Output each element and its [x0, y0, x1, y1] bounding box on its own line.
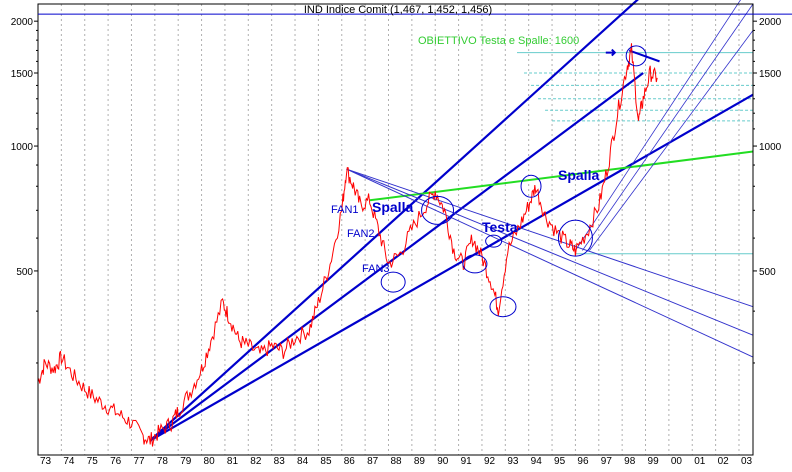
trendline — [346, 168, 754, 308]
x-tick-label: 03 — [741, 456, 753, 467]
shoulder-left-label: Spalla — [372, 199, 413, 215]
x-tick-label: 73 — [40, 456, 52, 467]
fan3-label: FAN3 — [362, 263, 390, 275]
pattern-ellipse — [380, 271, 406, 293]
x-tick-label: 87 — [367, 456, 379, 467]
thin-fan-line — [582, 3, 754, 251]
trendline — [346, 168, 754, 358]
pattern-ellipse — [485, 234, 503, 248]
x-tick-label: 02 — [718, 456, 730, 467]
fan1-label: FAN1 — [331, 204, 359, 216]
x-tick-label: 90 — [437, 456, 449, 467]
y-tick-label-right: 500 — [759, 267, 776, 278]
y-tick-label-left: 1500 — [11, 69, 34, 80]
x-tick-label: 99 — [648, 456, 660, 467]
pattern-ellipse — [489, 296, 517, 318]
shoulder-right-label: Spalla — [558, 167, 599, 183]
pattern-ellipse — [625, 45, 647, 67]
x-tick-label: 91 — [461, 456, 473, 467]
x-tick-label: 76 — [110, 456, 122, 467]
fan2-label: FAN2 — [347, 228, 375, 240]
y-tick-label-left: 2000 — [11, 17, 34, 28]
trendline — [149, 72, 644, 442]
y-tick-label-left: 500 — [16, 267, 33, 278]
grid-layer — [37, 4, 740, 455]
pattern-ellipse — [520, 174, 542, 198]
price-layer — [37, 43, 658, 447]
price-series-line — [37, 43, 658, 447]
x-tick-label: 82 — [250, 456, 262, 467]
chart-title: IND Indice Comit (1,467, 1,452, 1,456) — [304, 4, 492, 16]
plot-frame — [37, 3, 754, 456]
x-tick-label: 84 — [297, 456, 309, 467]
x-tick-label: 85 — [320, 456, 332, 467]
x-tick-label: 80 — [204, 456, 216, 467]
pattern-ellipse — [462, 254, 488, 274]
x-tick-label: 92 — [484, 456, 496, 467]
thin-fan-line — [589, 30, 754, 251]
x-tick-label: 00 — [671, 456, 683, 467]
x-tick-label: 94 — [531, 456, 543, 467]
trend-layer — [149, 0, 754, 442]
x-tick-label: 98 — [624, 456, 636, 467]
x-tick-label: 01 — [694, 456, 706, 467]
x-tick-label: 74 — [63, 456, 75, 467]
objective-arrow — [605, 48, 617, 57]
y-tick-label-right: 1000 — [759, 142, 782, 153]
trendline — [369, 150, 754, 202]
x-tick-label: 88 — [390, 456, 402, 467]
x-tick-label: 78 — [157, 456, 169, 467]
x-tick-label: 79 — [180, 456, 192, 467]
x-tick-label: 83 — [274, 456, 286, 467]
head-label: Testa — [482, 219, 518, 235]
thin-fan-line — [575, 0, 741, 251]
trendline — [346, 168, 754, 336]
x-tick-label: 77 — [133, 456, 145, 467]
y-tick-label-left: 1000 — [11, 142, 34, 153]
x-tick-label: 86 — [344, 456, 356, 467]
x-tick-label: 81 — [227, 456, 239, 467]
x-tick-label: 89 — [414, 456, 426, 467]
y-tick-label-right: 1500 — [759, 69, 782, 80]
y-tick-label-right: 2000 — [759, 17, 782, 28]
pattern-ellipse — [421, 195, 455, 225]
trendline — [149, 0, 639, 442]
x-tick-label: 96 — [577, 456, 589, 467]
x-tick-label: 75 — [87, 456, 99, 467]
peak-marker-line — [628, 49, 660, 63]
pattern-ellipse — [557, 219, 593, 257]
objective-label: OBIETTIVO Testa e Spalle: 1600 — [418, 35, 579, 47]
x-tick-label: 97 — [601, 456, 613, 467]
ellipse-layer — [380, 45, 647, 318]
axis-layer: 73 74 75 76 77 78 79 80 81 82 83 84 85 86 87 88 89 90 91 92… — [11, 3, 792, 467]
x-tick-label: 93 — [507, 456, 519, 467]
trendline — [149, 93, 754, 442]
x-tick-label: 95 — [554, 456, 566, 467]
